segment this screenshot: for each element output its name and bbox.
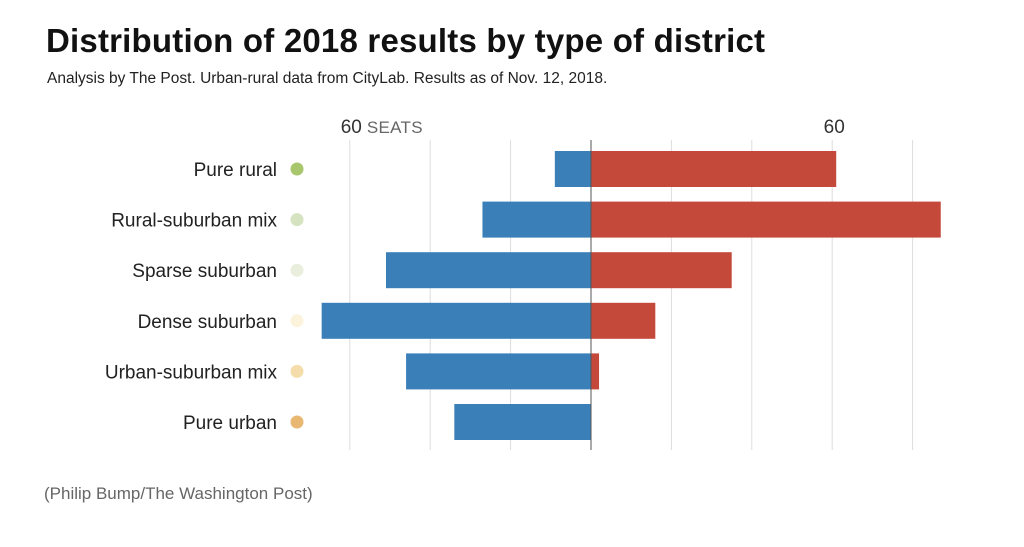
axis-tick-label: 60 — [824, 117, 845, 138]
bar-dem — [482, 201, 591, 238]
category-dot — [290, 263, 304, 277]
category-label: Dense suburban — [138, 312, 277, 333]
bar-dem — [454, 404, 591, 440]
bar-dem — [554, 151, 591, 187]
bar-rep — [591, 353, 600, 390]
category-label: Pure urban — [183, 413, 277, 434]
bar-dem — [406, 353, 591, 390]
category-label: Sparse suburban — [132, 261, 277, 282]
bar-rep — [591, 151, 837, 187]
source-credit: (Philip Bump/The Washington Post) — [44, 484, 313, 503]
category-label: Urban-suburban mix — [105, 362, 278, 383]
category-label: Rural-suburban mix — [111, 211, 277, 232]
chart-subtitle: Analysis by The Post. Urban-rural data f… — [47, 70, 608, 87]
bar-rep — [591, 252, 732, 289]
category-dot — [290, 364, 304, 378]
category-label: Pure rural — [194, 160, 277, 181]
bar-dem — [385, 252, 591, 289]
category-dot — [290, 213, 304, 227]
category-dot — [290, 162, 304, 176]
bar-rep — [591, 302, 656, 339]
bar-dem — [321, 302, 591, 339]
chart-title: Distribution of 2018 results by type of … — [46, 22, 766, 59]
category-dot — [290, 314, 304, 328]
axis-tick-label: 60 SEATS — [341, 117, 423, 138]
category-dot — [290, 415, 304, 429]
bar-rep — [591, 201, 941, 238]
